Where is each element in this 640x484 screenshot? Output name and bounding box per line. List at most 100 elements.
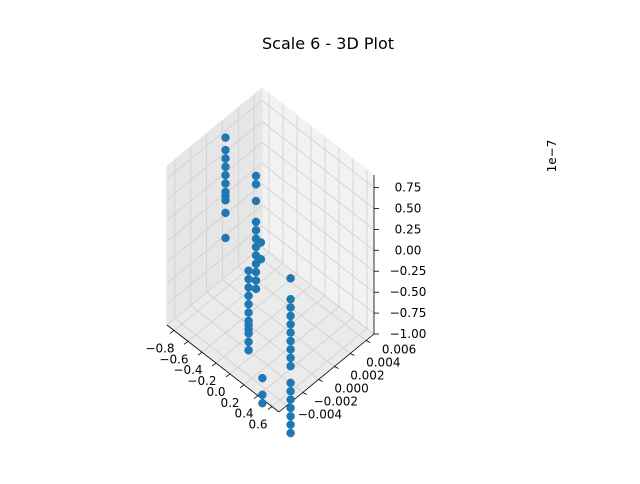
- grid-line: [261, 225, 375, 314]
- data-point: [286, 378, 295, 388]
- x-tick-label: −0.2: [187, 374, 216, 388]
- chart-title: Scale 6 - 3D Plot: [262, 34, 394, 53]
- data-point: [244, 329, 253, 338]
- grid-line: [215, 284, 312, 364]
- z-tick-label: 0.50: [395, 202, 422, 216]
- y-tick-label: 0.004: [366, 356, 400, 370]
- data-point: [256, 254, 266, 264]
- grid-line: [166, 162, 263, 242]
- grid-line: [206, 292, 319, 380]
- grid-line: [166, 225, 263, 305]
- grid-line: [261, 204, 375, 293]
- data-point: [256, 238, 266, 247]
- z-tick-label: 0.00: [395, 243, 422, 257]
- grid-line: [166, 121, 263, 200]
- grid-line: [166, 100, 263, 179]
- grid-line: [222, 279, 335, 367]
- data-point: [286, 361, 295, 371]
- z-tick-label: −1.00: [390, 327, 427, 341]
- data-point: [286, 336, 295, 346]
- data-point: [244, 337, 253, 347]
- data-point: [258, 398, 267, 408]
- data-point: [221, 170, 230, 180]
- x-tick-label: −0.4: [173, 363, 202, 377]
- data-point: [221, 179, 230, 188]
- z-tick-label: 0.75: [395, 181, 422, 195]
- data-point: [251, 284, 261, 294]
- data-point: [244, 291, 253, 301]
- y-tick-label: 0.006: [382, 343, 416, 357]
- x-tick-mark: [197, 351, 203, 356]
- x-tick-label: 0.0: [206, 385, 225, 399]
- x-tick-label: 0.2: [220, 396, 239, 410]
- data-point: [244, 283, 253, 292]
- data-point: [286, 345, 295, 354]
- data-point: [251, 276, 261, 285]
- grid-line: [187, 262, 284, 342]
- grid-line: [166, 142, 263, 221]
- grid-line: [253, 253, 367, 341]
- x-tick-label: −0.6: [159, 352, 188, 366]
- tick-marks: [169, 187, 379, 410]
- grid-line: [174, 318, 288, 406]
- data-point: [221, 145, 230, 155]
- data-point: [244, 308, 253, 317]
- grid-line: [229, 295, 326, 375]
- data-point: [251, 217, 261, 227]
- data-point: [286, 395, 295, 404]
- data-point: [221, 162, 230, 172]
- data-point: [244, 299, 253, 309]
- data-point: [251, 180, 261, 189]
- z-tick-label: −0.50: [390, 285, 427, 299]
- y-tick-label: 0.002: [350, 369, 384, 383]
- data-point: [258, 373, 267, 383]
- y-tick-mark: [334, 366, 339, 369]
- data-point: [244, 266, 253, 275]
- data-point: [221, 154, 230, 163]
- data-point: [221, 196, 230, 205]
- data-point: [286, 320, 295, 329]
- x-tick-label: −0.8: [145, 341, 174, 355]
- x-tick-mark: [225, 373, 231, 378]
- data-point: [251, 226, 261, 235]
- x-tick-label: 0.4: [234, 407, 253, 421]
- x-tick-mark: [169, 330, 175, 334]
- tick-labels: −0.8−0.6−0.4−0.20.00.20.40.6 −0.004−0.002…: [145, 181, 426, 432]
- y-tick-mark: [318, 379, 323, 382]
- grid-line: [261, 246, 375, 335]
- x-tick-mark: [253, 395, 259, 400]
- grid-line: [166, 246, 263, 326]
- grid-line: [261, 100, 375, 188]
- y-axis-line: [278, 333, 375, 413]
- x-tick-mark: [239, 384, 245, 389]
- z-tick-label: −0.25: [390, 264, 427, 278]
- data-point: [251, 267, 261, 277]
- grid-line: [166, 204, 263, 284]
- x-tick-mark: [267, 406, 273, 410]
- data-points: [221, 133, 295, 438]
- grid-line: [257, 317, 354, 397]
- data-point: [244, 274, 253, 284]
- data-point: [244, 345, 253, 355]
- data-point: [286, 328, 295, 337]
- data-point: [286, 311, 295, 321]
- data-point: [286, 303, 295, 312]
- x-tick-label: 0.6: [248, 418, 267, 432]
- data-point: [221, 233, 230, 243]
- grid-line: [166, 183, 263, 263]
- x-tick-mark: [211, 362, 217, 367]
- data-point: [258, 390, 267, 400]
- y-tick-label: −0.004: [298, 408, 342, 422]
- data-point: [251, 171, 261, 181]
- data-point: [221, 208, 230, 218]
- y-tick-mark: [302, 392, 307, 395]
- data-point: [286, 428, 295, 438]
- data-point: [221, 133, 230, 142]
- x-tick-mark: [183, 340, 189, 345]
- grid-line: [261, 183, 375, 272]
- z-offset-label: 1e−7: [545, 140, 559, 173]
- data-point: [286, 294, 295, 304]
- data-point: [286, 412, 295, 421]
